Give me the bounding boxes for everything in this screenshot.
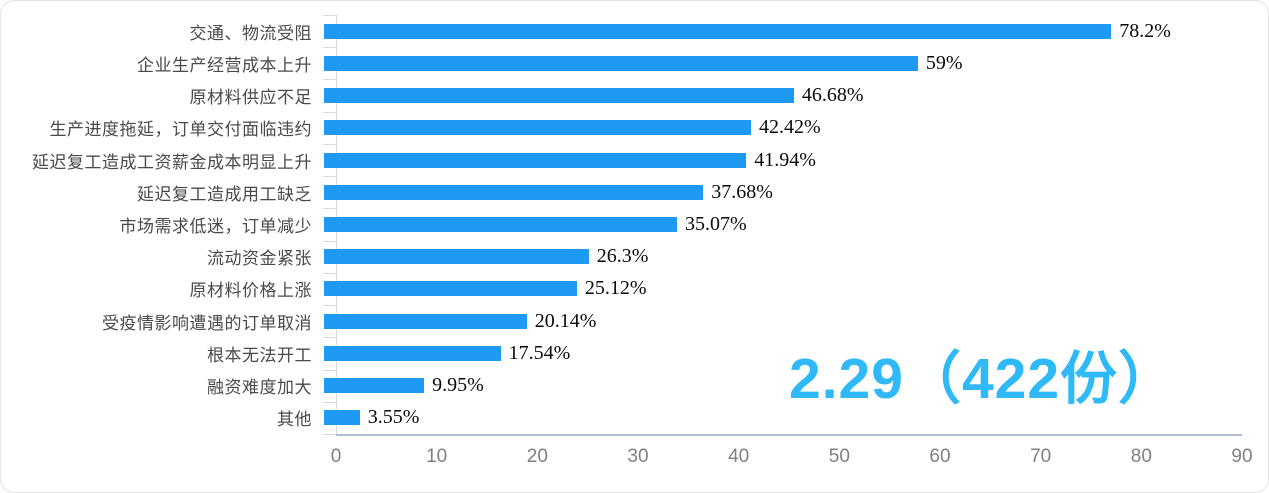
x-tick-label: 40 xyxy=(728,446,750,467)
x-tick-label: 80 xyxy=(1130,446,1152,467)
x-tick-label: 10 xyxy=(426,446,448,467)
annotation-text: 2.29（422份） xyxy=(789,347,1177,411)
y-axis-tick xyxy=(323,434,336,435)
category-label: 交通、物流受阻 xyxy=(189,23,312,43)
bar-track: 41.94% xyxy=(324,144,1268,176)
category-label: 延迟复工造成工资薪金成本明显上升 xyxy=(32,152,312,172)
category-label: 受疫情影响遭遇的订单取消 xyxy=(102,313,312,333)
bar-track: 20.14% xyxy=(324,305,1268,337)
bar-track: 9.95% xyxy=(324,370,1268,402)
y-axis-tick xyxy=(323,272,336,274)
x-tick-label: 90 xyxy=(1231,446,1253,467)
value-label: 20.14% xyxy=(534,309,597,332)
chart-row: 原材料价格上涨 25.12% xyxy=(1,273,1268,305)
value-label: 78.2% xyxy=(1119,19,1171,42)
chart-row: 交通、物流受阻 78.2% xyxy=(1,15,1268,47)
bar xyxy=(324,313,527,329)
chart-row: 生产进度拖延，订单交付面临违约 42.42% xyxy=(1,112,1268,144)
bar-track: 37.68% xyxy=(324,176,1268,208)
category-label: 延迟复工造成用工缺乏 xyxy=(137,184,312,204)
value-label: 42.42% xyxy=(759,116,821,139)
y-axis-tick xyxy=(323,369,336,371)
value-label: 9.95% xyxy=(432,374,484,397)
x-tick-label: 50 xyxy=(828,446,850,467)
category-label: 流动资金紧张 xyxy=(207,249,312,269)
chart-row: 市场需求低迷，订单减少 35.07% xyxy=(1,208,1268,240)
bar xyxy=(324,120,752,136)
y-axis-tick xyxy=(323,401,336,403)
x-tick-label: 0 xyxy=(330,446,342,467)
chart-row: 受疫情影响遭遇的订单取消 20.14% xyxy=(1,305,1268,337)
x-tick-label: 20 xyxy=(526,446,548,467)
value-label: 46.68% xyxy=(801,84,864,107)
value-label: 3.55% xyxy=(367,406,420,429)
bar xyxy=(324,410,360,426)
chart-row: 原材料供应不足 46.68% xyxy=(1,79,1268,111)
bar xyxy=(324,216,678,232)
y-axis-tick xyxy=(323,337,336,339)
bar-track: 25.12% xyxy=(324,273,1268,305)
category-label: 原材料价格上涨 xyxy=(189,281,312,301)
bar xyxy=(324,184,704,200)
chart-row: 流动资金紧张 26.3% xyxy=(1,241,1268,273)
category-label: 融资难度加大 xyxy=(207,378,312,398)
y-axis-tick xyxy=(323,208,336,210)
category-label: 市场需求低迷，订单减少 xyxy=(119,216,312,236)
chart-row: 根本无法开工 17.54% xyxy=(1,337,1268,369)
bar-track: 35.07% xyxy=(324,208,1268,240)
chart-row: 其他 3.55% xyxy=(1,402,1268,434)
value-label: 25.12% xyxy=(584,277,647,300)
bar-track: 46.68% xyxy=(324,79,1268,111)
bar xyxy=(324,345,501,361)
x-tick-label: 70 xyxy=(1030,446,1052,467)
y-axis-tick xyxy=(323,176,336,178)
value-label: 35.07% xyxy=(685,212,747,235)
chart-row: 延迟复工造成工资薪金成本明显上升 41.94% xyxy=(1,144,1268,176)
x-tick-label: 30 xyxy=(627,446,649,467)
bar xyxy=(324,281,577,297)
bar-track: 42.42% xyxy=(324,112,1268,144)
bar-track: 17.54% xyxy=(324,337,1268,369)
bar xyxy=(324,378,425,394)
bar-track: 3.55% xyxy=(324,402,1268,434)
bar xyxy=(324,55,918,71)
y-axis-tick xyxy=(323,305,336,307)
value-label: 37.68% xyxy=(711,180,773,203)
y-axis-tick xyxy=(323,240,336,242)
chart-row: 融资难度加大 9.95% xyxy=(1,370,1268,402)
bar-track: 26.3% xyxy=(324,241,1268,273)
chart-row: 企业生产经营成本上升 59% xyxy=(1,47,1268,79)
bar xyxy=(324,23,1112,39)
y-axis-tick xyxy=(323,15,336,16)
bar xyxy=(324,249,589,265)
value-label: 41.94% xyxy=(754,148,816,171)
y-axis-tick xyxy=(323,111,336,113)
category-label: 生产进度拖延，订单交付面临违约 xyxy=(49,120,312,140)
x-axis-line xyxy=(336,434,1242,436)
category-label: 根本无法开工 xyxy=(207,345,312,365)
value-label: 17.54% xyxy=(508,341,571,364)
bar xyxy=(324,88,794,104)
y-axis-tick xyxy=(323,79,336,81)
bar xyxy=(324,152,747,168)
y-axis-tick xyxy=(323,47,336,49)
x-tick-label: 60 xyxy=(929,446,951,467)
chart-row: 延迟复工造成用工缺乏 37.68% xyxy=(1,176,1268,208)
value-label: 59% xyxy=(925,51,963,74)
category-label: 原材料供应不足 xyxy=(189,88,312,108)
bar-track: 59% xyxy=(324,47,1268,79)
category-label: 其他 xyxy=(277,410,312,430)
bar-track: 78.2% xyxy=(324,15,1268,47)
category-label: 企业生产经营成本上升 xyxy=(137,55,312,75)
value-label: 26.3% xyxy=(596,245,649,268)
y-axis-tick xyxy=(323,143,336,145)
